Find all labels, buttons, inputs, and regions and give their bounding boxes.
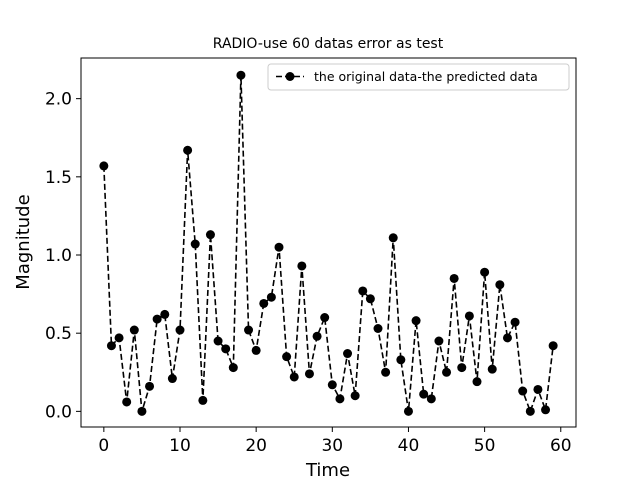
data-point [282,352,292,362]
x-tick-label: 40 [398,436,420,456]
data-point [304,369,314,379]
data-point [190,239,200,249]
data-point [403,406,413,416]
y-axis-title: Magnitude [13,194,34,289]
data-point [350,391,360,401]
y-axis: 0.0 0.5 1.0 1.5 2.0 [45,90,81,422]
data-point [145,381,155,391]
data-point [381,367,391,377]
data-point [426,394,436,404]
data-point [266,292,276,302]
data-point [335,394,345,404]
chart-title: RADIO-use 60 datas error as test [213,36,444,52]
data-point [221,344,231,354]
data-point [320,313,330,323]
y-tick-label: 1.0 [45,246,72,266]
data-point [449,273,459,283]
data-point [541,405,551,415]
y-tick-label: 1.5 [45,168,72,188]
data-point [495,280,505,290]
data-point [343,349,353,359]
data-point [365,294,375,304]
data-point [160,309,170,319]
x-axis-title: Time [305,460,350,480]
legend: the original data-the predicted data [267,63,570,91]
x-tick-label: 60 [550,436,572,456]
data-point [289,372,299,382]
data-point [244,325,254,335]
data-point [373,324,383,333]
data-point [358,286,368,296]
data-point [274,242,284,252]
data-point [213,336,223,346]
x-tick-label: 30 [321,436,343,456]
data-point [510,317,520,327]
data-point [327,380,337,390]
y-tick-label: 2.0 [45,90,72,110]
legend-label: the original data-the predicted data [314,69,538,84]
data-point [99,161,109,171]
series-line [103,74,554,413]
legend-box [267,63,570,91]
data-point [129,325,139,335]
data-point [434,336,444,346]
data-point [411,316,421,326]
data-point [106,341,116,351]
data-point [259,298,269,308]
data-point [152,314,162,324]
data-point [548,341,558,351]
x-tick-label: 0 [98,436,109,456]
data-point [167,374,177,384]
data-point [472,377,482,387]
y-tick-label: 0.0 [45,402,72,422]
data-point [502,333,512,343]
data-point [205,230,215,240]
x-tick-label: 20 [245,436,267,456]
data-point [312,331,322,341]
data-point [480,267,490,277]
data-point [251,345,261,355]
data-point [388,233,398,243]
data-point [183,145,193,155]
y-tick-label: 0.5 [45,324,72,344]
data-point [533,384,543,394]
x-tick-label: 50 [474,436,496,456]
data-point [228,363,238,373]
data-layer [99,70,558,416]
data-point [457,363,467,373]
data-point [137,406,147,416]
x-axis: 0 10 20 30 40 50 60 [98,427,572,456]
data-point [442,367,452,377]
data-point [114,333,124,343]
data-point [518,386,528,396]
x-tick-label: 10 [169,436,191,456]
data-point [525,406,535,416]
data-point [419,389,429,399]
data-point [464,311,474,321]
data-point [396,355,406,365]
data-point [487,364,497,374]
data-point [198,395,208,405]
data-point [175,325,185,335]
data-point [122,397,132,407]
legend-marker [285,72,295,81]
data-point [236,70,246,80]
plot-frame [80,57,577,428]
data-point [297,261,307,271]
